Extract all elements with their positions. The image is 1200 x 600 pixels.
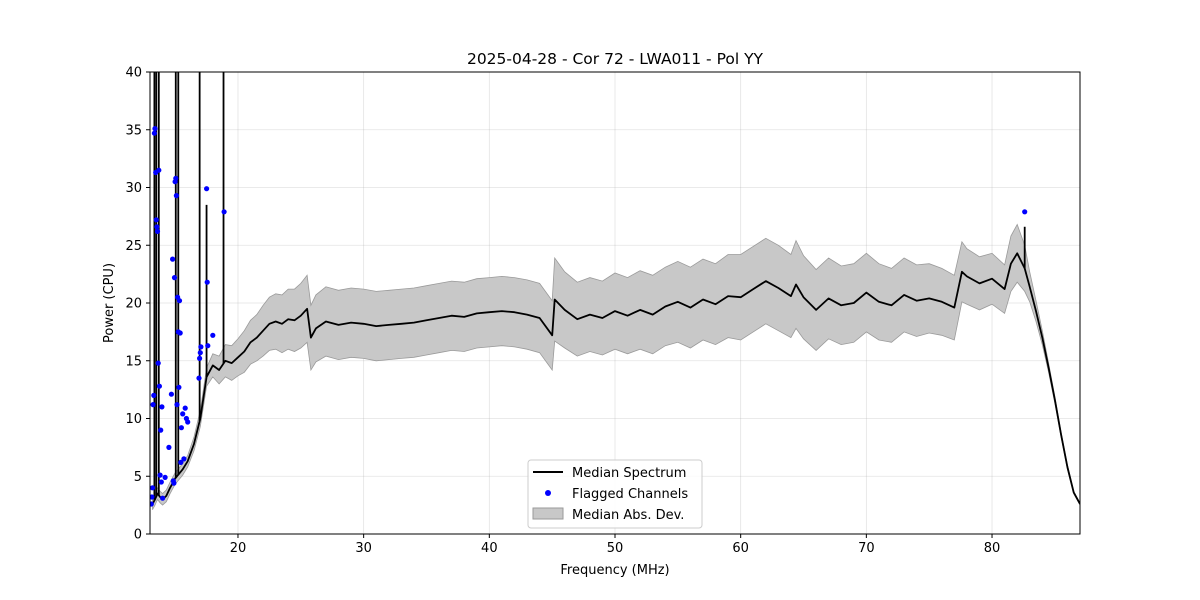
flagged-channel-point <box>176 384 182 390</box>
y-tick-label: 30 <box>125 181 142 196</box>
flagged-channel-point <box>221 209 227 215</box>
chart-title: 2025-04-28 - Cor 72 - LWA011 - Pol YY <box>467 50 764 68</box>
flagged-channel-point <box>174 402 180 408</box>
flagged-channel-point <box>1022 209 1028 215</box>
legend-flagged-label: Flagged Channels <box>572 487 688 502</box>
y-tick-label: 35 <box>125 123 142 138</box>
x-axis-label: Frequency (MHz) <box>560 563 669 578</box>
flagged-channel-point <box>185 419 191 425</box>
flagged-channel-point <box>151 130 157 136</box>
y-tick-label: 0 <box>134 528 142 543</box>
legend-mad-label: Median Abs. Dev. <box>572 508 684 523</box>
median-spectrum-line <box>151 252 1080 505</box>
legend: Median Spectrum Flagged Channels Median … <box>527 459 703 529</box>
flagged-channel-point <box>154 224 160 230</box>
flagged-channel-point <box>157 472 163 478</box>
flagged-channel-point <box>178 425 184 431</box>
flagged-channel-point <box>150 494 155 500</box>
flagged-channel-point <box>152 126 158 132</box>
flagged-channel-point <box>155 360 161 366</box>
x-tick-label: 20 <box>230 541 247 556</box>
flagged-channel-point <box>181 456 187 462</box>
flagged-channel-point <box>171 275 178 281</box>
y-tick-label: 40 <box>125 66 142 81</box>
plot-area <box>150 72 1080 510</box>
flagged-channel-point <box>205 343 211 349</box>
legend-median-label: Median Spectrum <box>572 466 686 481</box>
flagged-channel-point <box>166 444 172 450</box>
flagged-channel-point <box>150 501 154 507</box>
y-axis-label: Power (CPU) <box>102 263 117 343</box>
flagged-channel-point <box>150 402 156 408</box>
flagged-channel-point <box>173 175 179 181</box>
axis-ticks: 20 30 40 50 60 70 80 0 5 10 15 20 25 30 35 40 <box>125 66 1000 557</box>
flagged-channel-point <box>198 344 204 350</box>
flagged-channel-point <box>182 405 188 411</box>
x-tick-label: 70 <box>858 541 875 556</box>
flagged-channel-point <box>158 427 164 433</box>
legend-box <box>527 459 703 529</box>
x-tick-label: 80 <box>984 541 1001 556</box>
flagged-channel-point <box>204 186 210 192</box>
flagged-channel-point <box>180 411 186 417</box>
flagged-channel-point <box>160 495 166 501</box>
flagged-channel-point <box>151 392 157 398</box>
x-tick-label: 50 <box>607 541 624 556</box>
y-tick-label: 20 <box>125 297 142 312</box>
flagged-channel-point <box>170 256 176 262</box>
flagged-channel-point <box>197 355 203 361</box>
flagged-channel-point <box>168 391 174 397</box>
flagged-channel-point <box>154 228 161 234</box>
flagged-channel-point <box>197 350 203 356</box>
flagged-channel-point <box>196 375 202 381</box>
flagged-channel-point <box>156 383 162 389</box>
flagged-channel-point <box>204 279 210 285</box>
flagged-channel-point <box>159 404 165 410</box>
flagged-channel-point <box>176 298 183 304</box>
legend-flagged-swatch <box>545 490 551 496</box>
x-tick-label: 30 <box>355 541 372 556</box>
flagged-channel-point <box>162 474 168 480</box>
flagged-channel-point <box>156 167 162 173</box>
flagged-channel-point <box>177 330 183 336</box>
y-tick-label: 25 <box>125 239 142 254</box>
x-tick-label: 40 <box>481 541 498 556</box>
legend-mad-swatch <box>532 507 564 520</box>
flagged-channel-point <box>158 479 164 485</box>
mad-band <box>152 223 1080 510</box>
flagged-channel-point <box>173 193 179 199</box>
flagged-channel-point <box>178 459 184 465</box>
x-tick-label: 60 <box>732 541 749 556</box>
y-tick-label: 10 <box>125 412 142 427</box>
flagged-channel-point <box>171 480 177 486</box>
y-tick-label: 15 <box>125 354 142 369</box>
flagged-channel-point <box>150 485 156 491</box>
flagged-channel-point <box>153 217 159 223</box>
flagged-channel-point <box>210 332 216 338</box>
y-tick-label: 5 <box>134 470 142 485</box>
